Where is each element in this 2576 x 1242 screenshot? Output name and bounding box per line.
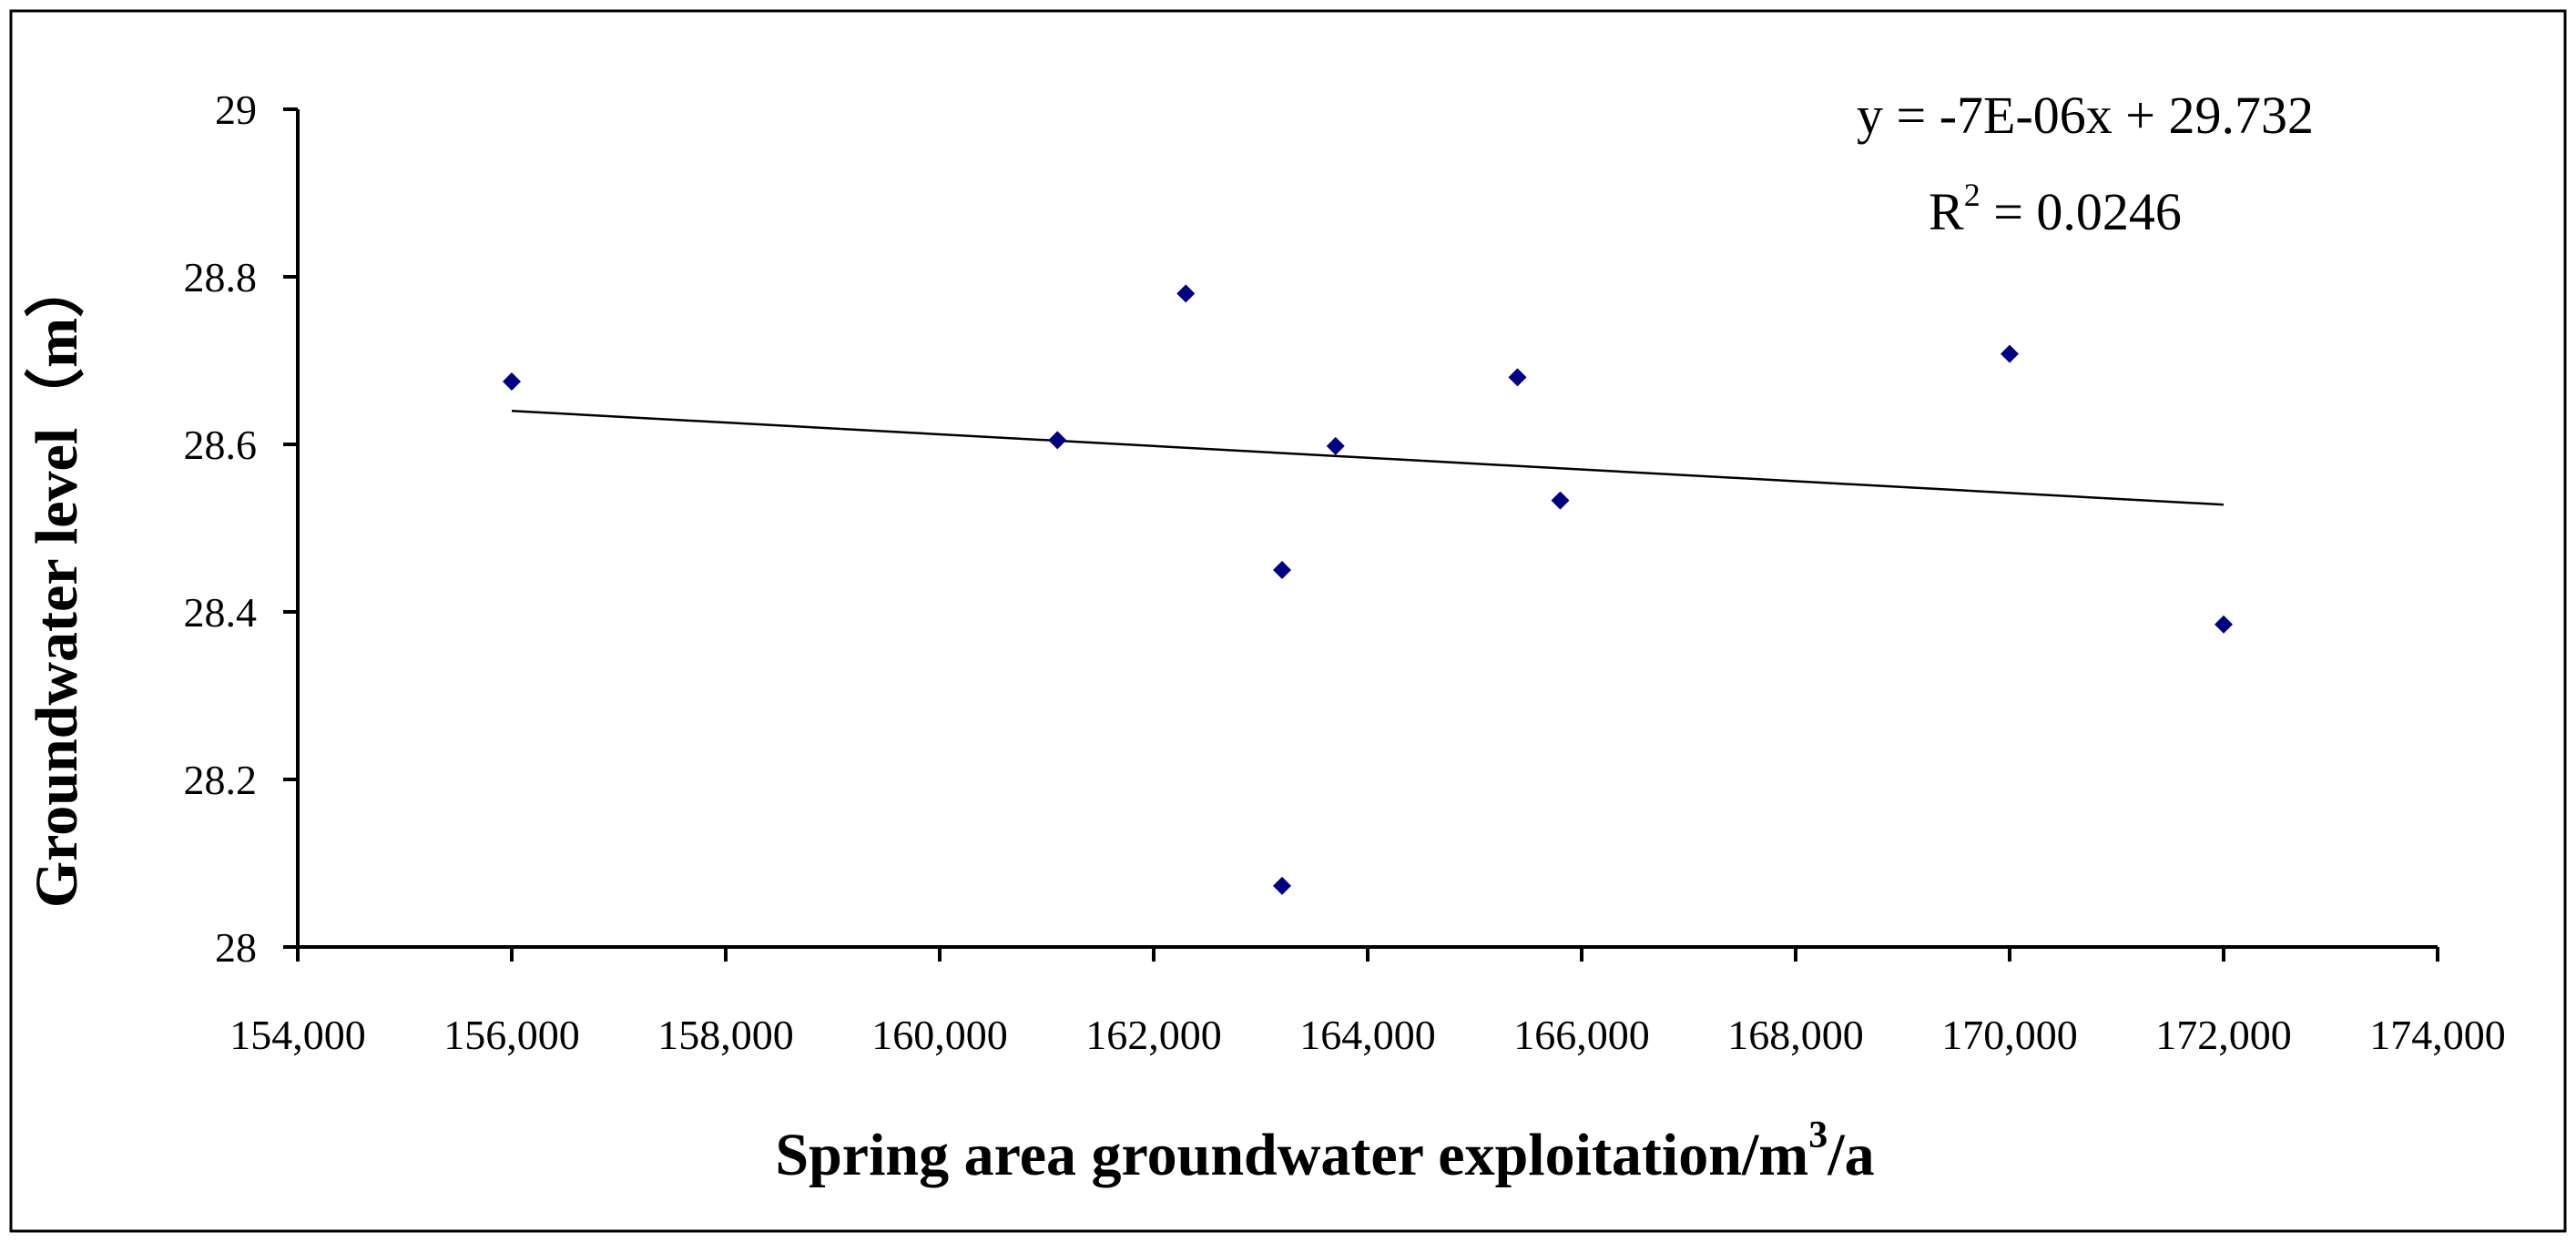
trendline-r-squared: R2 = 0.0246 bbox=[1929, 177, 2182, 241]
chart-border bbox=[9, 9, 2567, 1233]
r2-prefix: R bbox=[1929, 182, 1964, 241]
x-tick-label: 168,000 bbox=[1727, 1012, 1864, 1058]
data-point bbox=[2215, 615, 2233, 634]
x-axis-title-suffix: /a bbox=[1827, 1122, 1874, 1188]
data-point bbox=[1326, 436, 1345, 455]
x-tick-label: 154,000 bbox=[229, 1012, 366, 1058]
x-tick-label: 170,000 bbox=[1941, 1012, 2078, 1058]
y-tick-label: 28.2 bbox=[184, 757, 258, 803]
r2-superscript: 2 bbox=[1964, 177, 1980, 213]
x-tick-label: 164,000 bbox=[1299, 1012, 1436, 1058]
data-point bbox=[503, 372, 521, 391]
data-point bbox=[1273, 876, 1291, 895]
data-point bbox=[1176, 284, 1196, 303]
trendline-group bbox=[511, 409, 2225, 506]
y-tick-label: 29 bbox=[215, 87, 257, 133]
x-axis-title-main: Spring area groundwater exploitation/m bbox=[775, 1122, 1808, 1188]
trendline-equation: y = -7E-06x + 29.732 bbox=[1857, 86, 2314, 145]
x-axis-ticks: 154,000 156,000 158,000 160,000 162,000 164,0… bbox=[229, 947, 2506, 1058]
y-tick-label: 28.4 bbox=[184, 589, 258, 636]
x-tick-label: 156,000 bbox=[443, 1012, 580, 1058]
y-tick-label: 28 bbox=[215, 924, 257, 971]
x-tick-label: 160,000 bbox=[871, 1012, 1008, 1058]
y-tick-label: 28.8 bbox=[184, 254, 258, 300]
x-axis-title: Spring area groundwater exploitation/m3/… bbox=[775, 1115, 1874, 1188]
x-tick-label: 172,000 bbox=[2155, 1012, 2292, 1058]
y-tick-label: 28.6 bbox=[184, 422, 258, 468]
x-tick-label: 166,000 bbox=[1513, 1012, 1650, 1058]
data-point bbox=[1048, 431, 1067, 450]
x-tick-label: 174,000 bbox=[2369, 1012, 2506, 1058]
y-axis-title: Groundwater level（m） bbox=[23, 258, 90, 908]
trendline bbox=[511, 409, 2225, 506]
x-axis-title-superscript: 3 bbox=[1808, 1115, 1828, 1156]
data-point bbox=[1508, 368, 1527, 387]
x-tick-label: 162,000 bbox=[1085, 1012, 1222, 1058]
data-point bbox=[1273, 561, 1291, 579]
r2-value: = 0.0246 bbox=[1980, 182, 2182, 241]
x-tick-label: 158,000 bbox=[657, 1012, 794, 1058]
y-axis-ticks: 28 28.2 28.4 28.6 28.8 29 bbox=[184, 87, 298, 971]
data-points bbox=[503, 284, 2233, 895]
data-point bbox=[2001, 344, 2019, 363]
data-point bbox=[1551, 491, 1570, 510]
